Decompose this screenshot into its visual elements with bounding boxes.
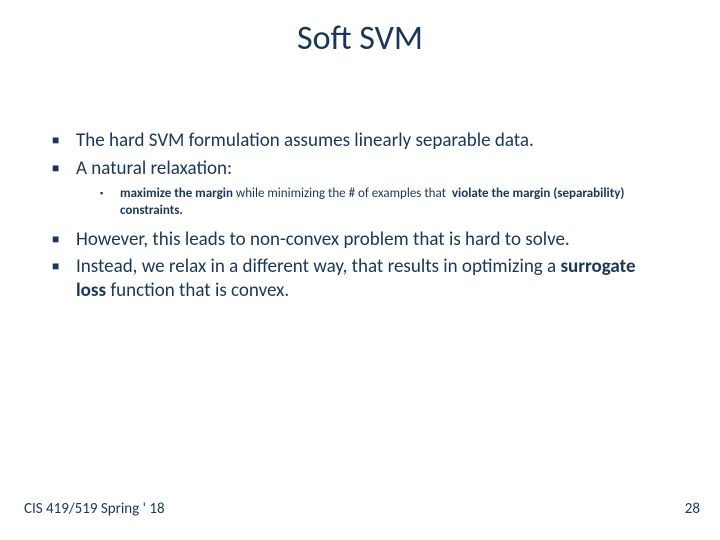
bullet-text: However, this leads to non-convex proble…: [76, 228, 570, 252]
bullet-text: The hard SVM formulation assumes linearl…: [76, 129, 534, 153]
slide-title: Soft SVM: [0, 0, 720, 59]
sub-bullet-item: ▪ maximize the margin while minimizing t…: [100, 185, 668, 220]
slide-content: ■ The hard SVM formulation assumes linea…: [0, 59, 720, 303]
footer-course: CIS 419/519 Spring ' 18: [24, 500, 165, 518]
plain-text: while minimizing the # of examples that: [233, 186, 449, 201]
plain-text: Instead, we relax in a different way, th…: [76, 255, 560, 278]
square-bullet-icon: ▪: [100, 185, 120, 220]
slide-number: 28: [685, 500, 700, 518]
bullet-item: ■ Instead, we relax in a different way, …: [52, 255, 668, 303]
bullet-item: ■ A natural relaxation:: [52, 157, 668, 181]
square-bullet-icon: ■: [52, 129, 76, 153]
bullet-item: ■ The hard SVM formulation assumes linea…: [52, 129, 668, 153]
bullet-text: A natural relaxation:: [76, 157, 232, 181]
sub-bullet-text: maximize the margin while minimizing the…: [120, 185, 668, 220]
bullet-item: ■ However, this leads to non-convex prob…: [52, 228, 668, 252]
bold-text: maximize the margin: [120, 186, 233, 201]
bullet-text: Instead, we relax in a different way, th…: [76, 255, 668, 303]
plain-text: function that is convex.: [106, 279, 289, 302]
square-bullet-icon: ■: [52, 157, 76, 181]
square-bullet-icon: ■: [52, 228, 76, 252]
square-bullet-icon: ■: [52, 255, 76, 303]
